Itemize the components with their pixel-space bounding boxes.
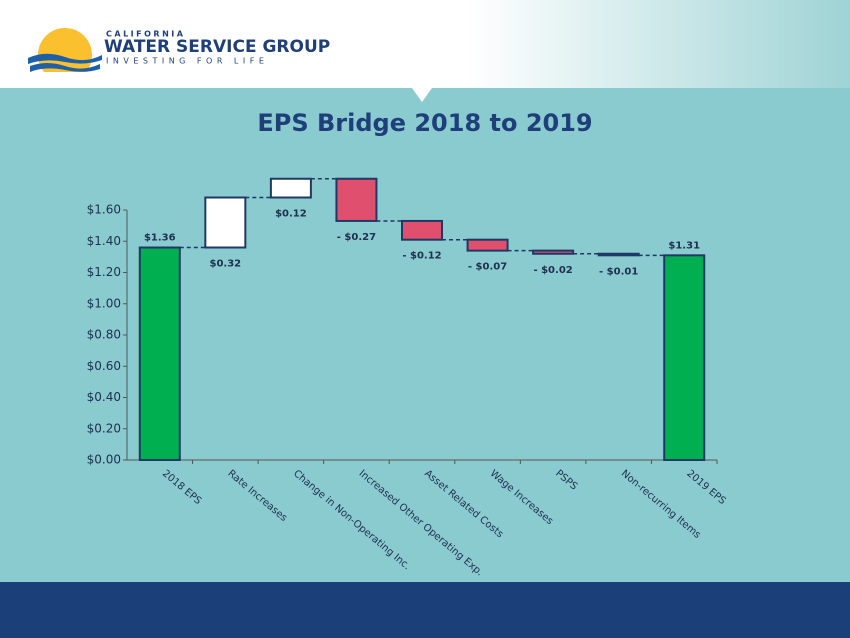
y-tick-label: $1.40 [87,234,121,248]
y-tick-label: $1.00 [87,296,121,310]
bar [401,219,443,241]
tagline: INVESTING FOR LIFE [106,57,268,66]
logo-wave [28,53,102,64]
logo-sun [38,28,92,82]
y-tick-label: $1.20 [87,265,121,279]
bar [138,246,181,461]
bar [597,252,640,257]
header-band [0,0,850,102]
chart-title: EPS Bridge 2018 to 2019 [257,109,592,137]
y-tick-label: $0.80 [87,328,121,342]
bar [466,238,509,252]
org-top: CALIFORNIA [106,30,185,39]
y-tick-label: $0.00 [87,453,121,467]
org-name: WATER SERVICE GROUP [104,37,330,57]
value-label: - $0.01 [599,266,638,277]
value-label: $0.12 [275,209,307,220]
y-tick-label: $0.20 [87,421,121,435]
y-tick-label: $0.60 [87,359,121,373]
value-label: $1.31 [668,240,700,251]
value-label: $0.32 [210,259,242,270]
y-tick-label: $1.60 [87,203,121,217]
value-label: - $0.07 [468,262,507,273]
logo-wave [30,63,100,72]
footer-band [0,582,850,638]
value-label: - $0.12 [402,251,441,262]
value-label: - $0.27 [337,232,376,243]
logo: CALIFORNIA WATER SERVICE GROUP INVESTING… [28,28,330,84]
value-label: $1.36 [144,233,176,244]
bar [269,177,312,199]
bar [335,177,378,222]
bar [663,254,706,461]
bar [532,249,575,255]
value-label: - $0.02 [533,265,572,276]
logo-mask [28,72,108,84]
y-tick-label: $0.40 [87,390,121,404]
bar [204,196,247,249]
